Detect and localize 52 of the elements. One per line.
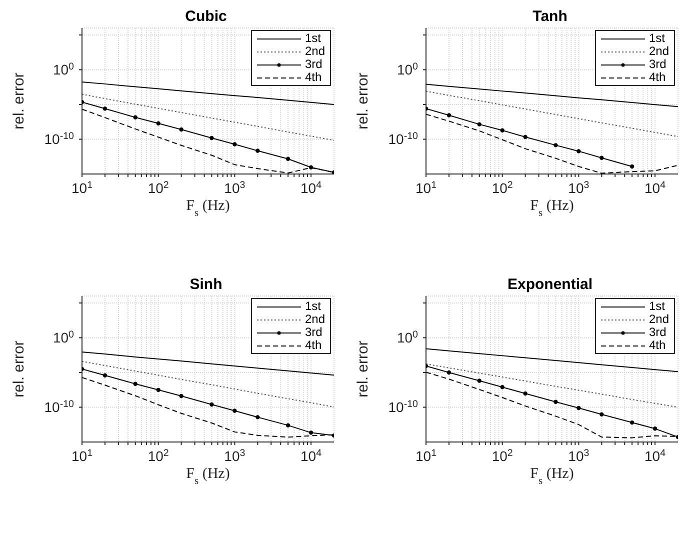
legend-label: 3rd xyxy=(304,325,322,339)
x-tick-label: 10$^{3}$ xyxy=(568,448,590,464)
legend-label: 2nd xyxy=(304,44,325,58)
x-axis-title: F$_{s}$ (Hz) xyxy=(186,198,230,218)
chart-title: Sinh xyxy=(188,276,224,294)
x-tick-label: 10$^{3}$ xyxy=(568,180,590,196)
x-tick-label: 10$^{3}$ xyxy=(224,180,246,196)
legend-label: 4th xyxy=(304,70,322,84)
legend-label: 3rd xyxy=(304,57,322,71)
x-axis-title: F$_{s}$ (Hz) xyxy=(530,198,574,218)
y-axis-title: rel. error xyxy=(10,340,28,398)
chart-title: Tanh xyxy=(532,8,568,26)
legend-label: 2nd xyxy=(648,312,669,326)
y-tick-label: 10$^{0}$ xyxy=(396,329,419,346)
legend-label: 1st xyxy=(648,31,665,45)
chart-title: Exponential xyxy=(506,276,594,294)
x-tick-label: 10$^{2}$ xyxy=(492,180,513,196)
x-tick-label: 10$^{1}$ xyxy=(71,180,93,196)
x-axis-title: F$_{s}$ (Hz) xyxy=(530,466,574,486)
chart-title: Cubic xyxy=(184,8,228,26)
x-tick-label: 10$^{2}$ xyxy=(148,180,169,196)
x-tick-label: 10$^{2}$ xyxy=(492,448,513,464)
y-tick-label: 10$^{-10}$ xyxy=(388,130,419,148)
y-axis-title: rel. error xyxy=(354,72,372,130)
y-tick-label: 10$^{-10}$ xyxy=(44,130,75,148)
x-tick-label: 10$^{1}$ xyxy=(415,180,437,196)
x-tick-label: 10$^{1}$ xyxy=(71,448,93,464)
legend-label: 4th xyxy=(648,70,666,84)
y-axis-title: rel. error xyxy=(354,340,372,398)
legend-label: 1st xyxy=(304,299,321,313)
legend-label: 2nd xyxy=(304,312,325,326)
y-tick-label: 10$^{-10}$ xyxy=(388,398,419,416)
legend-label: 4th xyxy=(648,338,666,352)
y-tick-label: 10$^{0}$ xyxy=(52,329,75,346)
y-tick-label: 10$^{0}$ xyxy=(396,61,419,78)
y-axis-title: rel. error xyxy=(10,72,28,130)
x-tick-label: 10$^{4}$ xyxy=(644,180,666,196)
legend-label: 4th xyxy=(304,338,322,352)
y-tick-label: 10$^{0}$ xyxy=(52,61,75,78)
legend-label: 1st xyxy=(304,31,321,45)
x-axis-title: F$_{s}$ (Hz) xyxy=(186,466,230,486)
x-tick-label: 10$^{2}$ xyxy=(148,448,169,464)
x-tick-label: 10$^{4}$ xyxy=(300,180,322,196)
y-tick-label: 10$^{-10}$ xyxy=(44,398,75,416)
legend-label: 1st xyxy=(648,299,665,313)
legend-label: 3rd xyxy=(648,57,666,71)
x-tick-label: 10$^{3}$ xyxy=(224,448,246,464)
x-tick-label: 10$^{1}$ xyxy=(415,448,437,464)
x-tick-label: 10$^{4}$ xyxy=(300,448,322,464)
x-tick-label: 10$^{4}$ xyxy=(644,448,666,464)
legend-label: 3rd xyxy=(648,325,666,339)
legend-label: 2nd xyxy=(648,44,669,58)
